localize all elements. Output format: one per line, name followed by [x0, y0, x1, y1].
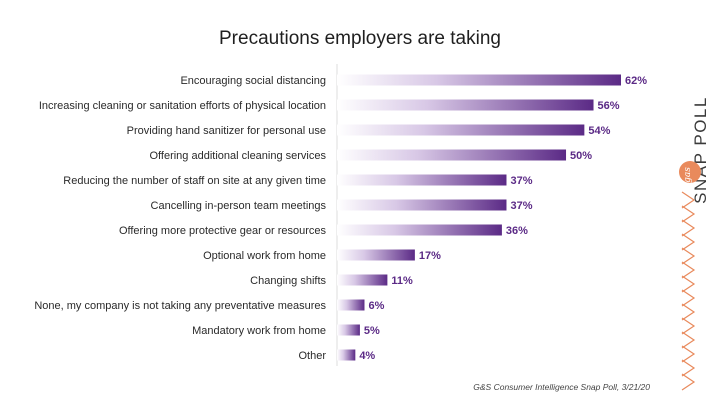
chevron-decoration: [681, 191, 696, 391]
category-label: Offering additional cleaning services: [149, 150, 326, 162]
value-label: 37%: [510, 175, 532, 187]
bar: [337, 299, 365, 311]
bar: [337, 224, 502, 236]
bar: [337, 349, 356, 361]
category-label: Optional work from home: [203, 250, 326, 262]
bar: [337, 74, 621, 86]
value-label: 4%: [359, 350, 375, 362]
value-label: 62%: [625, 75, 647, 87]
bar-rows: Encouraging social distancing 62% Increasi…: [34, 74, 647, 362]
category-label: Cancelling in-person team meetings: [151, 200, 327, 212]
bar: [337, 174, 507, 186]
category-label: Other: [298, 350, 326, 362]
value-label: 54%: [588, 125, 610, 137]
bar: [337, 274, 388, 286]
value-label: 36%: [506, 225, 528, 237]
value-label: 5%: [364, 325, 380, 337]
bar: [337, 149, 567, 161]
chart-title: Precautions employers are taking: [219, 28, 501, 49]
category-label: Mandatory work from home: [192, 325, 326, 337]
bar: [337, 124, 585, 136]
value-label: 50%: [570, 150, 592, 162]
category-label: Changing shifts: [250, 275, 326, 287]
brand-logo-badge: [679, 161, 701, 183]
source-note: G&S Consumer Intelligence Snap Poll, 3/2…: [473, 382, 650, 392]
value-label: 56%: [598, 100, 620, 112]
category-label: Reducing the number of staff on site at …: [63, 175, 326, 187]
brand-panel: SNAP POLL gas: [679, 96, 710, 391]
category-label: Offering more protective gear or resourc…: [119, 225, 327, 237]
category-label: None, my company is not taking any preve…: [34, 300, 326, 312]
value-label: 11%: [391, 275, 413, 287]
brand-logo: gas: [683, 167, 693, 183]
category-label: Increasing cleaning or sanitation effort…: [39, 100, 326, 112]
bar: [337, 249, 415, 261]
bar: [337, 199, 507, 211]
category-label: Providing hand sanitizer for personal us…: [127, 125, 326, 137]
snap-poll-label: SNAP POLL: [691, 96, 710, 204]
bar: [337, 99, 594, 111]
category-label: Encouraging social distancing: [180, 75, 326, 87]
bar: [337, 324, 360, 336]
value-label: 6%: [368, 300, 384, 312]
value-label: 37%: [510, 200, 532, 212]
value-label: 17%: [419, 250, 441, 262]
